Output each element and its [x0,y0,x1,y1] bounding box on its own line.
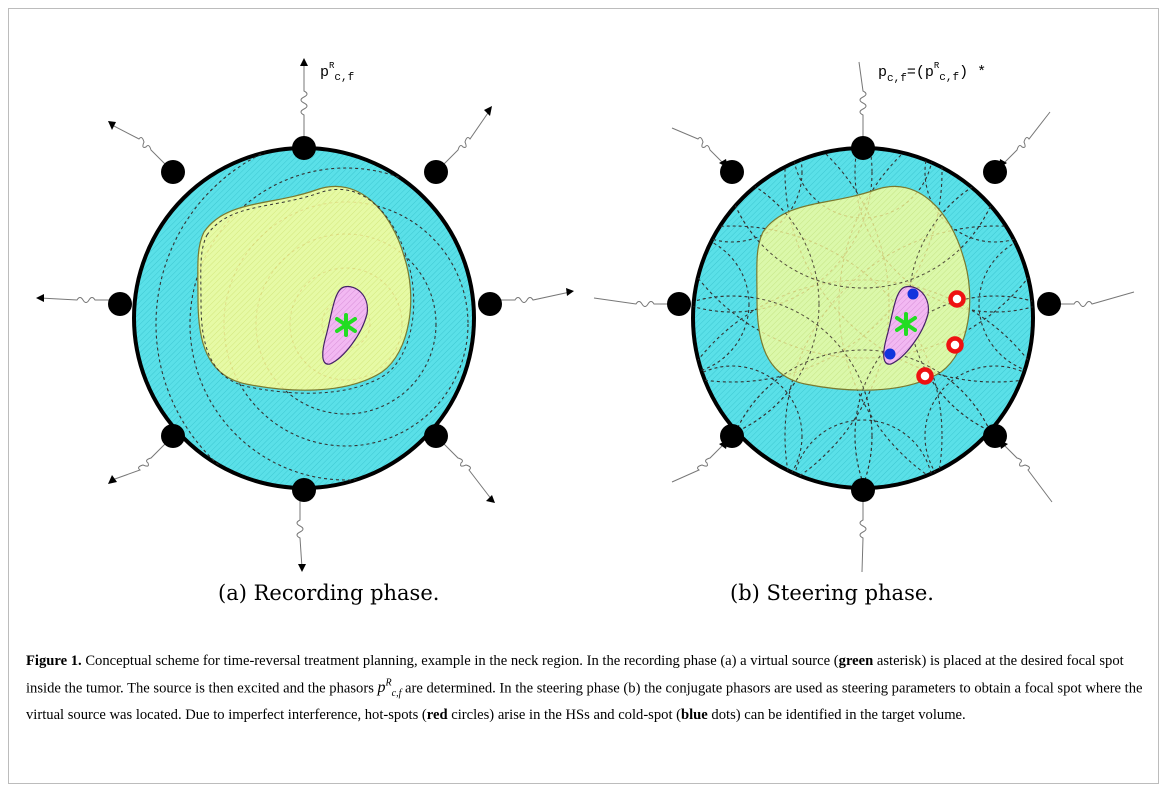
phasor-symbol: pRc,f [377,677,402,700]
arrow-tips-a [36,58,574,572]
figure-diagram: pRc,f [36,58,1135,573]
figure-frame [8,8,1159,784]
tumor-region-a [197,185,412,391]
wavy-arrows-inward [593,61,1135,573]
panel-a-recording: pRc,f [36,58,574,572]
panel-a-caption: (a) Recording phase. [218,581,440,605]
wavy-arrows-outward [39,62,571,569]
asterisk-source-icon [895,312,917,336]
figure-caption: Figure 1. Conceptual scheme for time-rev… [26,653,1143,723]
hot-spots [916,290,966,385]
annotation-b: pc,f=(pRc,f) * [878,61,986,85]
panel-b-caption: (b) Steering phase. [730,581,934,605]
tumor-region-b [756,185,971,391]
antenna-dots-a [108,136,502,502]
asterisk-source-icon [335,313,357,337]
antenna-dots-b [667,136,1061,502]
caption-label: Figure 1. [26,653,82,669]
cold-spots [884,288,919,360]
annotation-a: pRc,f [320,61,354,84]
panel-b-steering: pc,f=(pRc,f) * [593,61,1135,573]
